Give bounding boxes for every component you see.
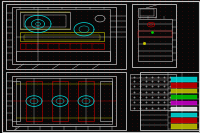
Bar (100, 81, 112, 121)
Bar (52, 81, 68, 121)
Bar (132, 4, 176, 66)
Bar (12, 7, 116, 64)
Bar (20, 12, 70, 29)
Bar (16, 9, 110, 61)
Bar (16, 78, 112, 124)
Bar (140, 9, 154, 16)
Bar (171, 107, 197, 111)
Bar (20, 32, 104, 41)
Bar (24, 15, 66, 27)
Bar (138, 31, 172, 37)
Bar (26, 81, 42, 121)
Bar (171, 113, 197, 117)
Bar (12, 81, 20, 121)
Bar (20, 43, 104, 49)
Bar (171, 77, 197, 82)
Bar (12, 76, 116, 126)
Bar (138, 8, 156, 17)
Bar (6, 4, 126, 69)
Bar (78, 81, 94, 121)
Bar (140, 72, 199, 130)
Bar (171, 89, 197, 93)
Bar (171, 95, 197, 99)
Bar (138, 19, 172, 61)
Bar (130, 74, 176, 110)
Bar (6, 72, 126, 130)
Bar (171, 124, 197, 129)
Bar (171, 83, 197, 88)
Bar (171, 118, 197, 123)
Bar (171, 101, 197, 105)
Bar (16, 51, 110, 61)
Bar (24, 35, 100, 40)
